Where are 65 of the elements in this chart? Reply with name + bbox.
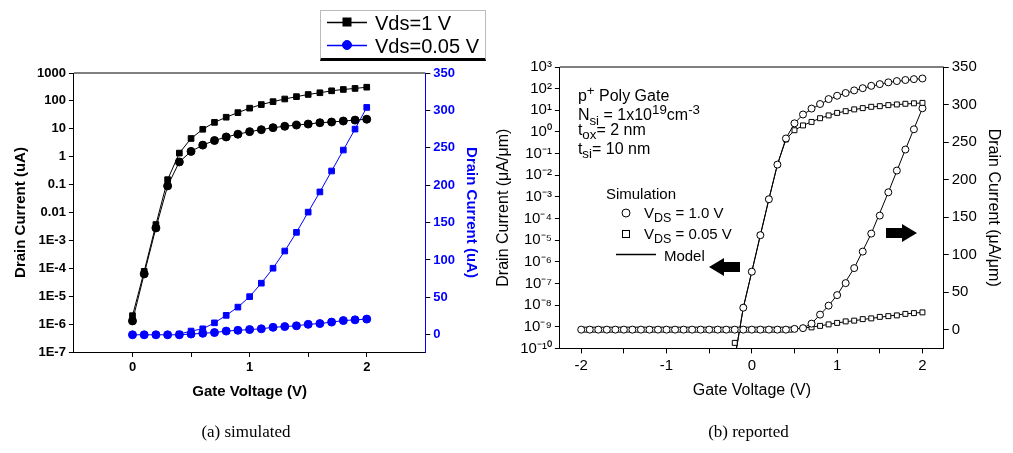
y-tick-label: 10⁻⁸	[523, 295, 552, 313]
y2-tick-label: 350	[951, 57, 977, 75]
y-tick-label: 10²	[530, 78, 552, 96]
legend-title: Simulation	[605, 185, 677, 203]
y-tick-label: 10⁻⁵	[523, 230, 552, 248]
y2-axis-title: Drain Current (uA)	[463, 147, 481, 278]
y-tick-label: 100	[44, 92, 66, 108]
y2-tick-label: 0	[951, 319, 961, 337]
legend-label: V$_{DS}$ = 1.0 V	[643, 204, 724, 226]
y-tick-label: 1	[58, 148, 66, 164]
y-tick-label: 1E-7	[38, 343, 66, 359]
y2-tick-label: 100	[433, 251, 456, 267]
x-axis-title: Gate Voltage (V)	[692, 381, 811, 399]
x-tick-label: 0	[747, 355, 756, 373]
y-tick-label: 10⁻⁶	[524, 251, 552, 269]
y-tick-label: 10⁰	[530, 122, 552, 140]
legend-label: V$_{DS}$ = 0.05 V	[643, 225, 732, 247]
x-axis-title: Gate Voltage (V)	[192, 381, 307, 399]
y-tick-label: 1E-3	[38, 231, 66, 247]
y-tick-label: 0.01	[40, 204, 66, 220]
x-tick-label: 2	[918, 355, 927, 373]
legend-label: Vds=1 V	[375, 12, 452, 35]
x-tick-label: 1	[832, 355, 842, 373]
y-axis-title: Drain Current (uA)	[11, 147, 29, 278]
y-tick-label: 10⁻⁴	[523, 208, 552, 226]
y-tick-label: 1E-4	[38, 259, 67, 275]
y2-axis-title: Drain Current (μA/μm)	[985, 128, 1003, 287]
y2-tick-label: 300	[433, 101, 456, 117]
y-tick-label: 10³	[530, 57, 552, 75]
y-axis-title: Drain Current (μA/μm)	[494, 128, 512, 287]
y2-tick-label: 0	[433, 326, 441, 342]
y-tick-label: 10¹	[530, 100, 552, 118]
text: (b) reported	[708, 422, 790, 442]
x-tick-label: -1	[659, 355, 674, 373]
legend-label: Vds=0.05 V	[375, 35, 479, 58]
y2-tick-label: 50	[951, 282, 969, 300]
x-tick-label: 1	[246, 359, 254, 375]
y-tick-label: 10⁻⁹	[523, 316, 552, 334]
y-tick-label: 10	[51, 120, 66, 136]
annotation: t$_{si}$= 10 nm	[577, 140, 651, 162]
y-tick-label: 0.1	[47, 176, 66, 192]
x-tick-label: 2	[363, 359, 371, 375]
y-tick-label: 1000	[37, 64, 66, 80]
text: (a) simulated	[201, 422, 292, 442]
y2-tick-label: 100	[951, 244, 977, 262]
x-tick-label: 0	[128, 359, 137, 375]
y2-tick-label: 200	[951, 169, 977, 187]
annotation: p$^{+}$ Poly Gate	[577, 83, 670, 105]
y-tick-label: 10⁻³	[525, 187, 552, 205]
y-tick-label: 10⁻⁷	[524, 273, 552, 291]
legend-label: Model	[663, 247, 705, 265]
y2-tick-label: 300	[951, 94, 977, 112]
y-tick-label: 10⁻¹⁰	[520, 338, 552, 356]
y-tick-label: 10⁻¹	[525, 143, 552, 161]
y-tick-label: 1E-5	[38, 287, 66, 303]
y2-tick-label: 250	[433, 139, 456, 155]
y-tick-label: 10⁻²	[525, 165, 552, 183]
y2-tick-label: 200	[433, 176, 456, 192]
y2-tick-label: 150	[433, 214, 456, 230]
y2-tick-label: 350	[433, 64, 456, 80]
y2-tick-label: 150	[951, 207, 977, 225]
y2-tick-label: 50	[433, 288, 448, 304]
x-tick-label: -2	[574, 355, 588, 373]
y-tick-label: 1E-6	[38, 315, 66, 331]
y2-tick-label: 250	[951, 132, 977, 150]
